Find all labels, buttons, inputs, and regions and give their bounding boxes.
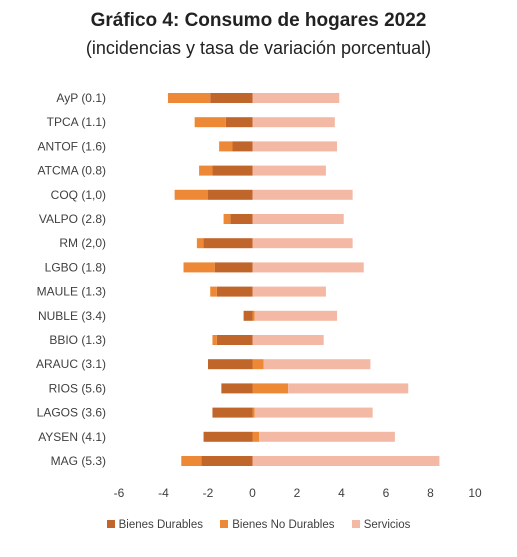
legend-label-servicios: Servicios: [363, 519, 411, 531]
bar-bienes-durables-aysen-4-1: [203, 431, 253, 442]
legend-swatch-servicios: [351, 520, 360, 528]
bar-servicios-atcma-0-8: [252, 165, 326, 176]
bar-bienes-durables-lgbo-1-8: [214, 262, 253, 273]
category-label: NUBLE (3.4): [38, 309, 106, 323]
bar-bienes-durables-coq-1-0: [208, 189, 253, 200]
chart-title: Gráfico 4: Consumo de hogares 2022: [90, 10, 427, 31]
category-label: VALPO (2.8): [39, 212, 106, 226]
legend-item-servicios: Servicios: [351, 519, 411, 531]
bar-bienes-no-durables-valpo-2-8: [223, 214, 231, 224]
bar-servicios-mag-5-3: [252, 456, 440, 466]
x-tick-label: 8: [427, 486, 434, 500]
category-label: MAULE (1.3): [37, 285, 106, 299]
bar-servicios-lagos-3-6: [254, 407, 373, 418]
legend-swatch-bienes-durables: [106, 520, 115, 528]
bar-bienes-no-durables-rios-5-6: [252, 383, 289, 394]
bar-bienes-no-durables-coq-1-0: [174, 189, 208, 200]
x-tick-label: -4: [158, 486, 169, 500]
legend: Bienes Durables Bienes No Durables Servi…: [0, 519, 517, 531]
x-tick-label: -2: [203, 486, 214, 500]
legend-label-bienes-durables: Bienes Durables: [118, 519, 204, 531]
category-label: ATCMA (0.8): [38, 164, 106, 178]
category-label: RIOS (5.6): [49, 381, 106, 395]
bar-servicios-rios-5-6: [288, 383, 409, 394]
category-label: BBIO (1.3): [49, 333, 106, 347]
bar-servicios-tpca-1-1: [252, 117, 335, 128]
bar-bienes-durables-valpo-2-8: [230, 214, 253, 224]
bar-servicios-coq-1-0: [252, 189, 353, 200]
x-tick-label: 4: [338, 486, 345, 500]
bar-bienes-no-durables-nuble-3-4: [252, 310, 255, 321]
x-tick-label: 2: [294, 486, 301, 500]
x-tick-label: 6: [383, 486, 390, 500]
bar-bienes-durables-bbio-1-3: [216, 335, 253, 345]
bar-bienes-no-durables-antof-1-6: [219, 141, 233, 152]
x-tick-labels-group: -6 -4 -2 0 2 4 6 8 10: [114, 486, 482, 500]
bar-bienes-no-durables-maule-1-3: [210, 286, 217, 297]
bar-bienes-durables-maule-1-3: [216, 286, 253, 297]
category-label: LAGOS (3.6): [37, 406, 106, 420]
bar-servicios-arauc-3-1: [263, 359, 371, 370]
bar-bienes-no-durables-bbio-1-3: [212, 335, 217, 345]
bar-bienes-no-durables-mag-5-3: [181, 456, 202, 466]
bar-bienes-durables-mag-5-3: [201, 456, 253, 466]
category-label: ARAUC (3.1): [36, 357, 106, 371]
bar-servicios-bbio-1-3: [252, 335, 324, 345]
bar-bienes-durables-antof-1-6: [232, 141, 253, 152]
bar-bienes-no-durables-arauc-3-1: [252, 359, 264, 370]
bar-bienes-durables-rios-5-6: [221, 383, 253, 394]
legend-item-bienes-no-durables: Bienes No Durables: [220, 519, 335, 531]
bar-bienes-durables-arauc-3-1: [208, 359, 253, 370]
x-tick-label: 0: [249, 486, 256, 500]
bar-servicios-lgbo-1-8: [252, 262, 364, 273]
bar-servicios-ayp-0-1: [252, 93, 340, 103]
bar-servicios-aysen-4-1: [259, 431, 395, 442]
bar-bienes-durables-atcma-0-8: [212, 165, 253, 176]
bar-servicios-valpo-2-8: [252, 214, 344, 224]
bar-bienes-no-durables-rm-2-0: [196, 238, 204, 249]
category-labels-group: AyP (0.1) TPCA (1.1) ANTOF (1.6) ATCMA (0.8…: [36, 91, 106, 468]
category-label: LGBO (1.8): [45, 260, 106, 274]
bar-bienes-durables-nuble-3-4: [243, 310, 253, 321]
bar-servicios-nuble-3-4: [254, 310, 338, 321]
bar-bienes-no-durables-lgbo-1-8: [183, 262, 215, 273]
category-label: AYSEN (4.1): [38, 430, 106, 444]
bar-servicios-rm-2-0: [252, 238, 353, 249]
category-label: MAG (5.3): [51, 454, 106, 468]
bar-servicios-antof-1-6: [252, 141, 338, 152]
legend-item-bienes-durables: Bienes Durables: [106, 519, 204, 531]
category-label: COQ (1,0): [51, 188, 106, 202]
x-tick-label: -6: [114, 486, 125, 500]
bar-bienes-durables-tpca-1-1: [225, 117, 253, 128]
bar-bienes-no-durables-atcma-0-8: [199, 165, 213, 176]
legend-swatch-bienes-no-durables: [220, 520, 229, 528]
category-label: ANTOF (1.6): [38, 139, 106, 153]
bar-bienes-durables-ayp-0-1: [210, 93, 253, 103]
x-tick-label: 10: [468, 486, 482, 500]
bar-bienes-no-durables-lagos-3-6: [252, 407, 255, 418]
bar-bienes-no-durables-tpca-1-1: [194, 117, 226, 128]
bar-bienes-durables-rm-2-0: [203, 238, 253, 249]
bar-bienes-no-durables-ayp-0-1: [167, 93, 211, 103]
category-label: AyP (0.1): [56, 91, 106, 105]
bar-bienes-durables-lagos-3-6: [212, 407, 253, 418]
category-label: TPCA (1.1): [47, 115, 106, 129]
legend-label-bienes-no-durables: Bienes No Durables: [232, 519, 335, 531]
bar-servicios-maule-1-3: [252, 286, 326, 297]
bars-group: [167, 93, 440, 466]
category-label: RM (2,0): [59, 236, 106, 250]
chart-subtitle: (incidencias y tasa de variación porcent…: [85, 38, 432, 58]
bar-bienes-no-durables-aysen-4-1: [252, 431, 260, 442]
